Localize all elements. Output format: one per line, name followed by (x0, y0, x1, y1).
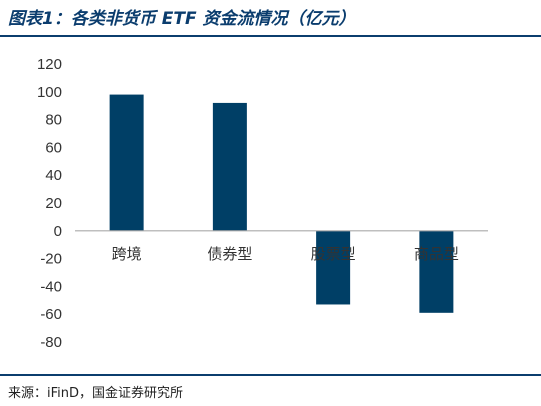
y-tick-label: -80 (40, 334, 62, 351)
category-labels: 跨境 债券型 股票型 商品型 (112, 245, 459, 263)
y-tick-label: -40 (40, 278, 62, 295)
source-divider (0, 374, 541, 376)
category-label: 跨境 (112, 245, 142, 263)
y-tick-label: 60 (45, 139, 62, 156)
y-axis-ticks: 120 100 80 60 40 20 0 -20 -40 -60 -80 (37, 56, 62, 351)
category-label: 股票型 (311, 245, 356, 263)
y-tick-label: -60 (40, 306, 62, 323)
bar-series (109, 94, 454, 313)
bar-4 (419, 230, 454, 313)
source-note: 来源：iFinD，国金证券研究所 (8, 386, 184, 401)
category-label: 债券型 (207, 245, 252, 263)
bar-3 (316, 230, 351, 305)
y-tick-label: 120 (37, 56, 62, 73)
bar-1 (109, 94, 144, 231)
y-tick-label: 0 (54, 223, 62, 240)
figure-title: 图表1：各类非货币 ETF 资金流情况（亿元） (8, 9, 356, 29)
title-divider (0, 35, 541, 37)
bar-chart: 120 100 80 60 40 20 0 -20 -40 -60 -80 跨境 债券型 股票型 商品型 (37, 56, 488, 351)
y-tick-label: 40 (45, 167, 62, 184)
y-tick-label: 20 (45, 195, 62, 212)
category-label: 商品型 (414, 245, 459, 263)
y-tick-label: -20 (40, 251, 62, 268)
y-tick-label: 100 (37, 84, 62, 101)
bar-2 (212, 102, 247, 231)
y-tick-label: 80 (45, 112, 62, 129)
